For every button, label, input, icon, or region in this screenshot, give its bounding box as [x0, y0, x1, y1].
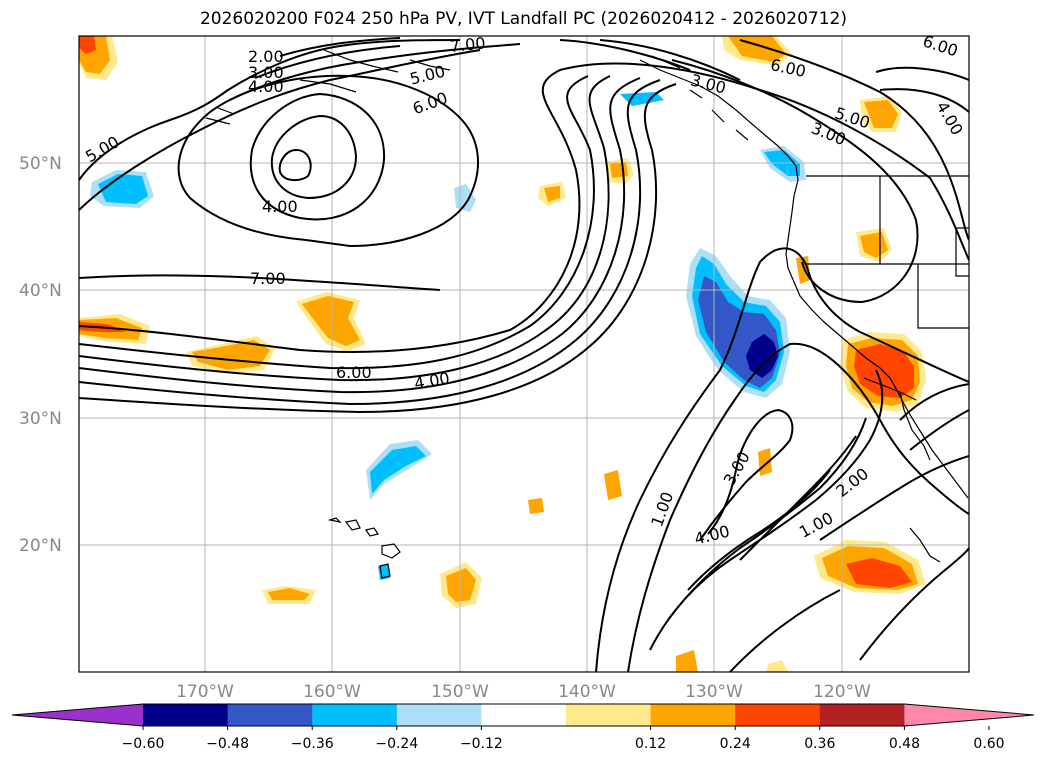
colorbar-segment — [396, 704, 482, 726]
map-frame — [78, 35, 970, 673]
colorbar-segment — [650, 704, 736, 726]
lat-label: 40°N — [19, 281, 62, 301]
colorbar-segment — [312, 704, 398, 726]
colorbar-segment — [481, 704, 567, 726]
colorbar-tick-label: 0.48 — [889, 736, 920, 752]
longitude-labels: 170°W 160°W 150°W 140°W 130°W 120°W — [176, 682, 871, 702]
colorbar-extend-high — [904, 704, 1034, 726]
lon-label: 120°W — [813, 682, 871, 702]
colorbar-tick-label: 0.60 — [973, 736, 1004, 752]
map-title: 2026020200 F024 250 hPa PV, IVT Landfall… — [199, 9, 847, 29]
colorbar-segment — [227, 704, 313, 726]
colorbar-tick-label: −0.12 — [460, 736, 503, 752]
ivt-shading — [79, 36, 926, 672]
contour-label: 7.00 — [250, 269, 286, 288]
contour-label: 4.00 — [262, 197, 298, 216]
lat-label: 50°N — [19, 154, 62, 174]
colorbar-tick-label: −0.48 — [206, 736, 249, 752]
colorbar-segment — [566, 704, 652, 726]
colorbar-segment — [735, 704, 821, 726]
colorbar-tick-label: 0.36 — [804, 736, 835, 752]
lat-label: 20°N — [19, 536, 62, 556]
contour-label: 7.00 — [449, 33, 486, 56]
colorbar-tick-label: 0.24 — [720, 736, 751, 752]
colorbar-tick-label: 0.12 — [635, 736, 666, 752]
map-plot-area: 2.00 3.00 4.00 5.00 6.00 7.00 4.00 7.00 … — [79, 33, 969, 672]
contour-label: 6.00 — [336, 363, 372, 382]
colorbar-segment — [819, 704, 905, 726]
lon-label: 160°W — [303, 682, 361, 702]
lon-label: 150°W — [431, 682, 489, 702]
contour-label: 4.00 — [248, 77, 284, 96]
pv-contours — [79, 37, 969, 414]
lon-label: 170°W — [176, 682, 234, 702]
lon-label: 140°W — [558, 682, 616, 702]
colorbar: −0.60 −0.48 −0.36 −0.24 −0.12 0.12 0.24 0.36 0.4… — [11, 703, 1035, 752]
contour-label: 2.00 — [248, 47, 284, 66]
colorbar-tick-label: −0.60 — [122, 736, 165, 752]
ivt-contours — [595, 247, 969, 672]
latitude-labels: 50°N 40°N 30°N 20°N — [19, 154, 62, 556]
colorbar-segment — [143, 704, 229, 726]
colorbar-extend-low — [12, 704, 143, 726]
colorbar-tick-label: −0.24 — [375, 736, 418, 752]
lat-label: 30°N — [19, 409, 62, 429]
contour-label: 3.00 — [248, 63, 284, 82]
colorbar-tick-label: −0.36 — [291, 736, 334, 752]
lon-label: 130°W — [685, 682, 743, 702]
